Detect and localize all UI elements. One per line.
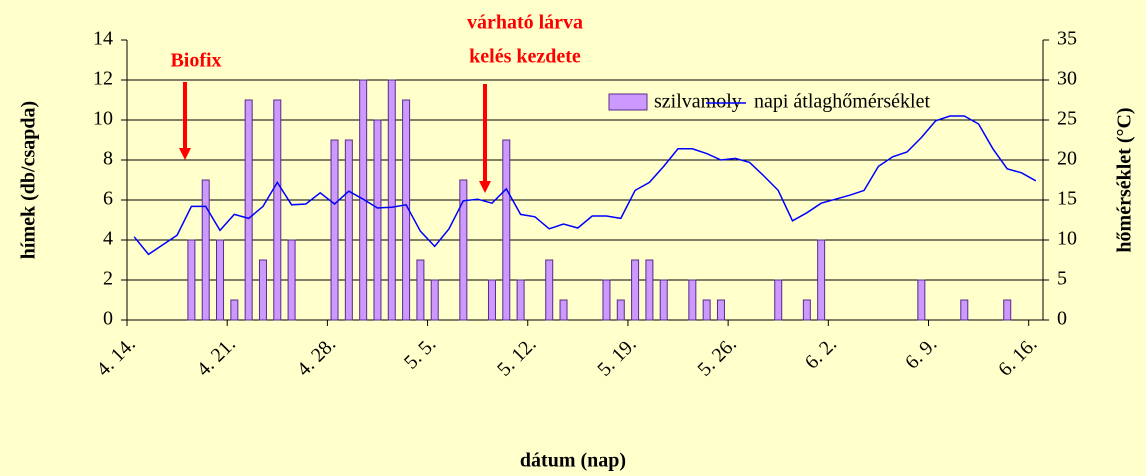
y2-axis-label: hőmérséklet (°C)	[1114, 107, 1136, 252]
bar	[430, 279, 439, 321]
bar	[559, 299, 568, 321]
y2-tick-label: 5	[1057, 268, 1067, 290]
legend-label: szilvamoly	[654, 91, 742, 113]
x-tick-label: 5. 26.	[694, 333, 741, 380]
annotation-arrowhead	[179, 148, 191, 160]
x-tick-label: 5. 5.	[400, 333, 440, 373]
bar	[258, 259, 267, 321]
y2-tick-label: 30	[1057, 68, 1077, 90]
bar	[802, 299, 811, 321]
annotation-arrowhead	[479, 181, 491, 193]
bar	[716, 299, 725, 321]
x-tick-label: 5. 19.	[593, 333, 640, 380]
temperature-line	[133, 115, 1037, 256]
bar	[387, 79, 396, 321]
y-tick-label: 8	[103, 148, 113, 170]
bar	[688, 279, 697, 321]
bar	[602, 279, 611, 321]
y2-tick-label: 20	[1057, 148, 1077, 170]
x-tick-label: 4. 14.	[92, 333, 139, 380]
y-axis-label: hímek (db/csapda)	[18, 101, 40, 259]
annotation: Biofix	[170, 50, 221, 72]
legend-box	[604, 88, 1028, 116]
bar	[917, 279, 926, 321]
y-tick-label: 10	[93, 108, 113, 130]
y-tick-label: 2	[103, 268, 113, 290]
y-tick-label: 14	[93, 28, 113, 50]
bar	[1003, 299, 1012, 321]
y2-tick-label: 0	[1057, 308, 1067, 330]
y2-tick-label: 10	[1057, 228, 1077, 250]
x-tick-label: 5. 12.	[493, 333, 540, 380]
bar	[216, 239, 225, 321]
legend-swatch	[608, 93, 648, 111]
bar	[373, 119, 382, 321]
bar	[244, 99, 253, 321]
x-tick-label: 4. 21.	[193, 333, 240, 380]
y-tick-label: 4	[103, 228, 113, 250]
bar	[187, 239, 196, 321]
annotation: kelés kezdete	[469, 46, 581, 68]
bar	[487, 279, 496, 321]
bar	[960, 299, 969, 321]
bar	[344, 139, 353, 321]
y-tick-label: 12	[93, 68, 113, 90]
x-tick-label: 6. 9.	[901, 333, 941, 373]
bar	[230, 299, 239, 321]
bar	[774, 279, 783, 321]
x-tick-label: 6. 16.	[994, 333, 1041, 380]
annotation: várható lárva	[467, 12, 583, 34]
bar	[287, 239, 296, 321]
bar	[659, 279, 668, 321]
bar	[702, 299, 711, 321]
bar	[416, 259, 425, 321]
bar	[645, 259, 654, 321]
x-tick-label: 6. 2.	[801, 333, 841, 373]
y2-tick-label: 35	[1057, 28, 1077, 50]
bar	[502, 139, 511, 321]
bar	[817, 239, 826, 321]
bar	[545, 259, 554, 321]
y2-tick-label: 25	[1057, 108, 1077, 130]
bar	[273, 99, 282, 321]
bar	[616, 299, 625, 321]
bar	[516, 279, 525, 321]
bar	[631, 259, 640, 321]
bar	[330, 139, 339, 321]
legend-label: napi átlaghőmérséklet	[754, 91, 930, 113]
x-tick-label: 4. 28.	[293, 333, 340, 380]
y-tick-label: 0	[103, 308, 113, 330]
y-tick-label: 6	[103, 188, 113, 210]
y2-tick-label: 15	[1057, 188, 1077, 210]
x-axis-label: dátum (nap)	[520, 450, 626, 472]
bar	[459, 179, 468, 321]
bar	[201, 179, 210, 321]
